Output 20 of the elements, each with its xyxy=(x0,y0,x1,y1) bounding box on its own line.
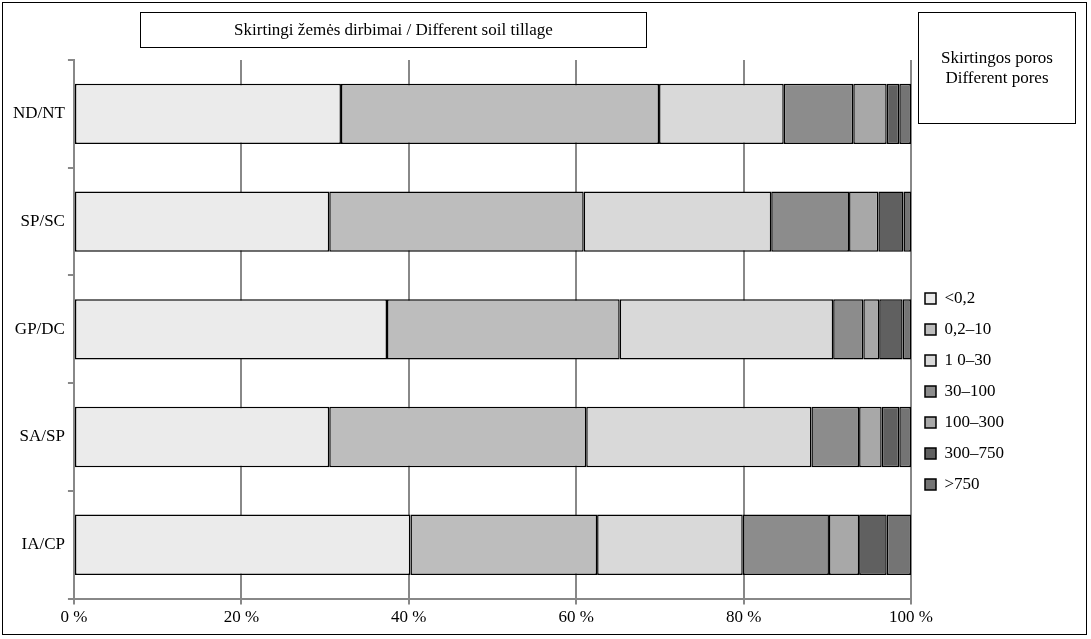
legend-label: 0,2–10 xyxy=(944,318,992,338)
y-tick-label: GP/DC xyxy=(14,318,65,338)
legend-label: 100–300 xyxy=(944,411,1004,431)
legend-label: 300–750 xyxy=(944,442,1004,462)
x-tick-label: 80 % xyxy=(725,607,762,627)
y-tick-label: SP/SC xyxy=(20,211,65,231)
x-tick-label: 100 % xyxy=(889,607,933,627)
legend-label: 30–100 xyxy=(944,380,996,400)
chart-title: Skirtingi žemės dirbimai / Different soil tillage xyxy=(140,12,647,48)
legend-label: 1 0–30 xyxy=(944,349,992,369)
y-tick-label: ND/NT xyxy=(12,103,66,123)
y-tick-label: SA/SP xyxy=(19,426,65,446)
x-tick-label: 20 % xyxy=(223,607,260,627)
y-tick-label: IA/CP xyxy=(21,534,65,554)
x-tick-label: 40 % xyxy=(391,607,427,627)
legend-label: >750 xyxy=(944,473,980,493)
legend-label: <0,2 xyxy=(944,287,976,307)
x-tick-label: 60 % xyxy=(558,607,594,627)
x-tick-label: 0 % xyxy=(60,607,88,627)
legend-title: Skirtingos poros Different pores xyxy=(918,12,1076,124)
